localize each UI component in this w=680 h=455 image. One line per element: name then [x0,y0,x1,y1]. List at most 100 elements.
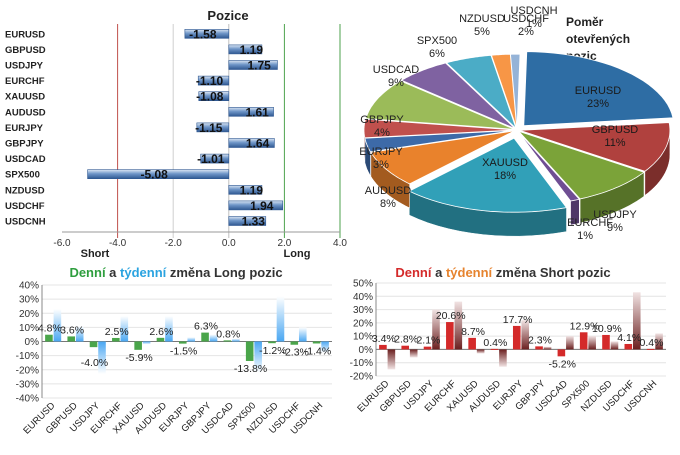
pie-slice-name: USDCHF [503,13,549,25]
short-title-part-and: a [431,265,445,280]
pie-slice-percent: 6% [429,48,445,60]
daily-change-bar [112,337,120,342]
daily-change-label: 2.5% [105,326,129,338]
weekly-change-bar [165,316,173,342]
weekly-change-bar [476,349,485,354]
category-label: XAUUSD [5,92,45,103]
y-tick-label: 0% [25,337,40,348]
weekly-change-bar [543,346,552,350]
position-value-label: -1.15 [195,121,223,135]
y-tick-label: 0% [359,345,374,356]
daily-change-label: -1.2% [259,345,286,357]
position-value-label: -1.08 [196,90,224,104]
y-tick-label: 20% [19,309,39,320]
daily-change-label: -1.5% [170,346,197,358]
daily-change-bar [624,343,633,350]
position-bar [197,75,230,86]
pie-slice-name: USDCAD [373,64,420,76]
long-title-part-daily: Denní [69,265,106,280]
daily-change-label: 2.6% [149,326,173,338]
position-bar [228,216,267,226]
y-tick-label: 10% [19,323,39,334]
daily-change-label: -13.8% [234,363,267,375]
y-tick-label: 30% [353,305,373,316]
daily-change-bar [602,334,610,350]
position-bar [228,185,263,195]
short-title-part-daily: Denní [395,265,432,280]
pie-slice [370,130,515,185]
x-tick-label: 0.0 [222,238,236,249]
daily-change-bar [490,348,499,350]
daily-change-bar [290,341,299,345]
pie-slice-percent: 5% [474,26,490,38]
y-tick-label: -10% [350,358,373,369]
y-tick-label: -20% [16,365,39,376]
long-title-part-weekly: týdenní [120,265,167,280]
short-label: Short [81,248,110,260]
daily-change-bar [67,336,76,342]
category-label: EURUSD [5,29,45,40]
daily-change-label: 20.6% [436,310,466,322]
x-tick-label: 2.0 [277,238,291,249]
pie-slice [510,53,521,129]
position-value-label: 1.33 [242,215,266,229]
position-value-label: 1.94 [250,199,274,213]
category-label: USDCAD [5,154,46,165]
category-label: GBPUSD [5,45,46,56]
daily-change-label: -2.3% [281,347,308,359]
daily-change-label: 17.7% [503,314,533,326]
daily-change-bar [245,341,254,361]
daily-change-bar [201,332,209,342]
position-bar [228,60,278,70]
daily-change-label: -5.9% [125,352,152,364]
position-value-label: 1.64 [246,137,270,151]
pie-slice [517,131,581,202]
pie-slice [365,80,515,130]
x-tick-label: -4.0 [109,238,127,249]
position-bar [228,44,263,55]
daily-change-label: 0.4% [640,337,664,349]
daily-change-label: -4.0% [81,357,108,369]
category-label: EURJPY [5,123,44,134]
pie-slice [519,122,671,172]
daily-change-label: 12.9% [570,320,600,332]
short-title-part-rest: změna Short pozic [492,265,610,280]
pie-slice-name: EURUSD [575,85,622,97]
daily-change-label: 2.8% [394,334,418,346]
daily-change-label: 3.4% [372,333,396,345]
category-label: SPX500 [5,170,40,181]
daily-change-label: 4.1% [617,332,641,344]
daily-change-label: 6.3% [194,321,218,333]
pie-slice [400,62,516,129]
weekly-change-bar [276,296,285,342]
weekly-change-bar [209,334,218,342]
category-label: AUDUSD [5,107,46,118]
category-label: USDCHF [5,201,45,212]
daily-change-bar [223,340,232,342]
long-label: Long [284,248,311,260]
long-title-part-rest: změna Long pozic [166,265,282,280]
pie-slice [517,130,645,200]
pie-slice-name: EURCHF [567,217,613,229]
position-bar [198,91,230,101]
short-change-title: Denní a týdenní změna Short pozic [395,265,610,280]
weekly-change-bar [454,301,463,350]
positions-title: Pozice [207,8,248,23]
category-label: EURCHF [5,76,45,87]
pie-slice-percent: 9% [607,222,623,234]
weekly-change-bar [142,341,151,345]
pie-slice-name: AUDUSD [365,185,412,197]
y-tick-label: -10% [16,351,39,362]
pie-slice-name: EURJPY [359,146,403,158]
weekly-change-bar [120,316,129,342]
daily-change-label: 2.1% [416,335,440,347]
daily-change-label: 4.8% [38,323,62,335]
pie-title-line-2: otevřených [566,32,630,46]
category-label: GBPJPY [5,139,44,150]
short-change-chart: Denní a týdenní změna Short pozic 50% 40%… [350,265,666,415]
weekly-change-bar [187,337,196,342]
y-tick-label: -30% [16,379,39,390]
pie-slice [445,54,517,129]
daily-change-bar [446,322,454,350]
